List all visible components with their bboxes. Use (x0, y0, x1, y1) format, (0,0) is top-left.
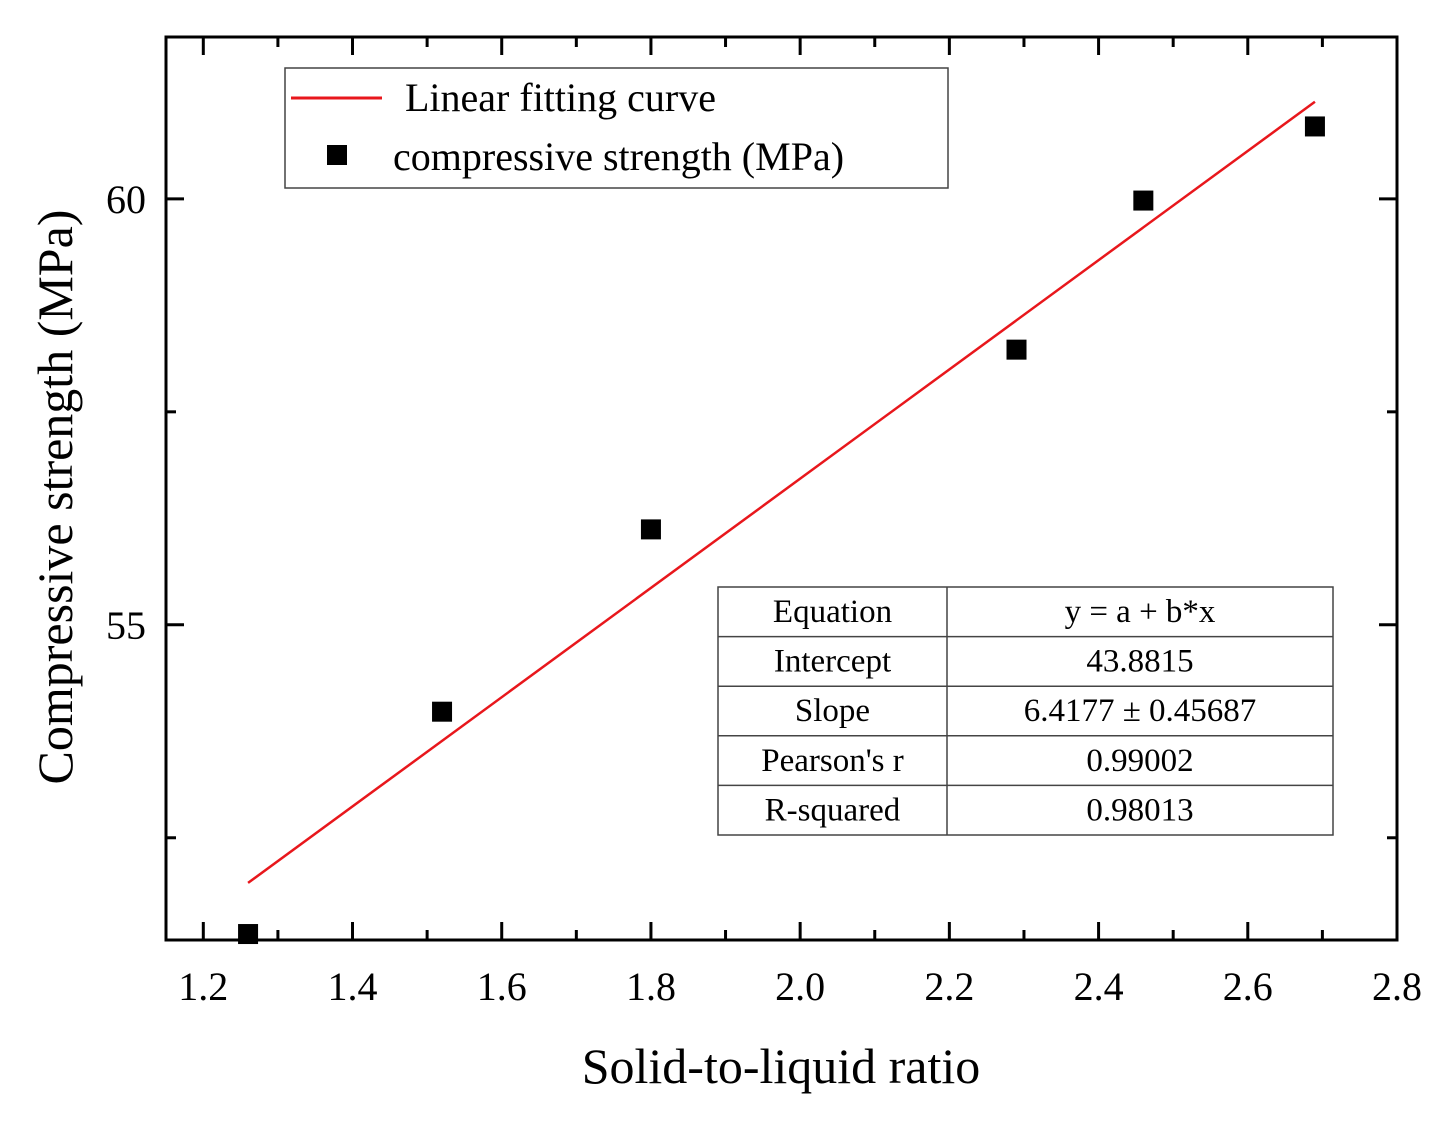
ticks-layer: 1.2 1.4 1.6 1.8 2.0 2.2 2.4 2.6 2.8 55 60 (106, 37, 1422, 1009)
x-tick-label: 1.2 (178, 964, 228, 1009)
data-point (1006, 339, 1027, 360)
stats-table-value: y = a + b*x (1065, 594, 1216, 630)
legend-label-fit: Linear fitting curve (405, 75, 716, 120)
x-axis-title: Solid-to-liquid ratio (582, 1038, 981, 1094)
stats-table: Equation y = a + b*x Intercept 43.8815 Slope… (717, 586, 1334, 836)
plot-frame (164, 35, 1399, 942)
stats-table-label: Intercept (774, 644, 891, 680)
data-point (432, 701, 453, 722)
legend-box (284, 67, 949, 189)
stats-table-value: 6.4177 ± 0.45687 (1024, 693, 1257, 729)
stats-table-label: R-squared (765, 792, 901, 828)
stats-table-value: 43.8815 (1086, 644, 1193, 680)
x-tick-label: 1.4 (328, 964, 378, 1009)
x-tick-label: 1.8 (626, 964, 676, 1009)
plot-area (238, 100, 1325, 945)
y-axis-title: Compressive strength (MPa) (27, 210, 83, 785)
legend-label-points: compressive strength (MPa) (393, 134, 844, 179)
stats-table-label: Pearson's r (761, 743, 904, 779)
x-tick-label: 1.6 (477, 964, 527, 1009)
data-point (640, 519, 661, 540)
x-tick-label: 2.8 (1372, 964, 1422, 1009)
y-tick-label: 55 (106, 603, 146, 648)
stats-table-border (717, 586, 1334, 836)
legend: Linear fitting curve compressive strengt… (284, 67, 949, 189)
data-point (1304, 116, 1325, 137)
stats-table-value: 0.98013 (1086, 792, 1193, 828)
x-tick-label: 2.0 (775, 964, 825, 1009)
stats-table-label: Slope (795, 693, 870, 729)
x-tick-label: 2.4 (1074, 964, 1124, 1009)
legend-marker-swatch (327, 145, 347, 165)
y-tick-label: 60 (106, 177, 146, 222)
stats-table-label: Equation (773, 594, 892, 630)
fit-line (247, 100, 1316, 884)
x-tick-label: 2.6 (1223, 964, 1273, 1009)
x-tick-label: 2.2 (924, 964, 974, 1009)
data-point (1133, 190, 1154, 211)
stats-table-value: 0.99002 (1086, 743, 1193, 779)
